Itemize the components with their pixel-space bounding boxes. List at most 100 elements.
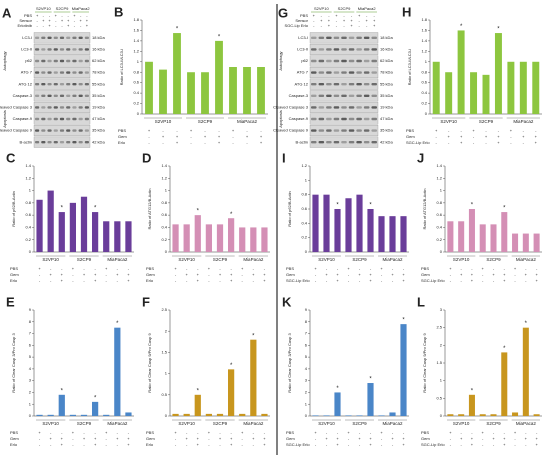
blot-band (47, 48, 52, 51)
bar (69, 414, 76, 416)
treatment-mark: + (336, 436, 339, 441)
significance: * (369, 377, 372, 383)
bar (103, 414, 110, 416)
treatment-mark: - (39, 436, 41, 441)
treatment-mark: - (242, 278, 244, 283)
treatment-mark: + (336, 278, 339, 283)
treatment-mark: + (218, 140, 221, 145)
treatment-mark: - (186, 278, 188, 283)
y-tick-label: 3 (440, 307, 443, 312)
treatment-mark: - (39, 272, 41, 277)
blot-band (341, 59, 347, 63)
treatment-mark: - (36, 18, 38, 23)
blot-band (66, 117, 71, 121)
blot-band (318, 106, 325, 109)
blot-band (371, 83, 377, 86)
treatment-mark: + (263, 278, 266, 283)
group-label: S2VP10 (453, 257, 470, 262)
treatment-mark: + (471, 278, 474, 283)
y-axis-label: Ratio of LC3-II/LC3-I (119, 49, 124, 86)
panel-letter: E (6, 294, 15, 309)
group-label: S2CP9 (486, 421, 501, 426)
treatment-mark: + (514, 266, 517, 271)
bar (356, 194, 363, 252)
treatment-mark: + (482, 266, 485, 271)
bar (250, 227, 257, 252)
y-tick-label: 0.2 (161, 237, 167, 242)
treatment-mark: + (241, 266, 244, 271)
bar (172, 224, 179, 252)
blot-band (356, 71, 362, 74)
treatment-mark: + (336, 442, 339, 447)
y-tick-label: 1.5 (436, 360, 442, 365)
treatment-mark: + (535, 140, 538, 145)
treatment-mark: - (504, 266, 506, 271)
blot-band (72, 59, 77, 63)
band-size: 35 kDa (92, 93, 105, 98)
treatment-mark: - (190, 134, 192, 139)
blot-band (35, 48, 40, 51)
treatment-mark: - (436, 140, 438, 145)
treatment-mark: + (246, 134, 249, 139)
band-name: Cleaved Caspase 9 (273, 128, 309, 133)
y-tick-label: 1 (440, 188, 443, 193)
treatment-mark: + (449, 430, 452, 435)
blot-band (363, 129, 370, 132)
blot-strip (33, 78, 91, 90)
blot-band (66, 129, 71, 132)
band-name: ATG 7 (297, 70, 309, 75)
blot-band (35, 83, 40, 86)
blot-band (72, 141, 77, 144)
blot-band (47, 83, 52, 86)
bar (216, 413, 224, 416)
blot-band (84, 94, 89, 97)
treatment-mark: - (72, 278, 74, 283)
section-label: Autophagy (278, 51, 283, 70)
treatment-mark: - (74, 23, 76, 28)
y-tick-label: 8 (29, 319, 32, 324)
blot-band (41, 106, 46, 109)
blot-band (348, 48, 355, 51)
bar (507, 61, 515, 114)
treatment-mark: + (369, 278, 372, 283)
bar (257, 67, 265, 114)
treatment-mark: - (253, 430, 255, 435)
blot-band (371, 48, 377, 51)
treatment-mark: - (43, 23, 45, 28)
treatment-mark: + (48, 18, 51, 23)
blot-band (78, 59, 83, 63)
y-tick-label: 3 (305, 378, 308, 383)
blot-band (341, 106, 347, 109)
y-tick-label: 7 (29, 331, 32, 336)
significance: * (402, 318, 405, 324)
y-tick-label: 1.6 (133, 28, 139, 33)
blot-strip (309, 78, 379, 90)
bar (36, 414, 43, 416)
treatment-mark: + (94, 278, 97, 283)
treatment-mark: - (50, 442, 52, 447)
blot-band (84, 59, 89, 63)
treatment-mark: - (523, 140, 525, 145)
blot-band (66, 59, 71, 63)
bar (261, 413, 268, 416)
bar (458, 221, 465, 252)
blot-band (35, 117, 40, 121)
y-tick-label: 1 (440, 378, 443, 383)
y-tick-label: 4 (305, 366, 308, 371)
treatment-mark: - (514, 278, 516, 283)
band-name: Caspase-9 (289, 116, 309, 121)
group-label: S2CP9 (352, 421, 367, 426)
y-tick-label: 3 (29, 378, 32, 383)
blot-band (326, 141, 332, 144)
treatment-mark: - (74, 18, 76, 23)
significance: * (61, 388, 64, 394)
treatment-mark: + (350, 18, 353, 23)
blot-band (72, 48, 77, 51)
bar (58, 394, 65, 416)
bar (389, 216, 396, 252)
treatment-mark: + (350, 23, 353, 28)
bar (173, 33, 181, 114)
treatment-mark: + (83, 436, 86, 441)
treatment-mark: - (381, 278, 383, 283)
y-tick-label: 0.5 (161, 392, 167, 397)
